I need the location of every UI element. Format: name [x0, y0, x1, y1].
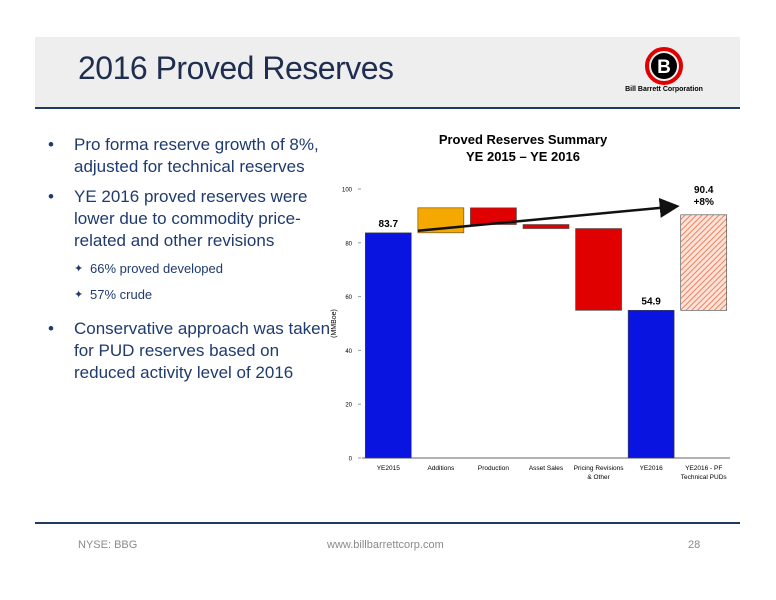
chart-title-line-2: YE 2015 – YE 2016 — [466, 149, 580, 164]
bar-pro_forma — [680, 214, 728, 311]
y-tick-label: 100 — [342, 188, 353, 194]
data-label-growth: +8% — [694, 197, 714, 208]
y-axis-label: (MMBoe) — [331, 309, 338, 338]
data-label: 54.9 — [641, 296, 661, 307]
bar-total — [364, 232, 412, 459]
y-tick-label: 60 — [345, 295, 352, 301]
x-tick-label: YE2015 — [377, 465, 401, 472]
bullet-text: Pro forma reserve growth of 8%, adjusted… — [74, 135, 319, 176]
bar-decrease — [522, 224, 570, 229]
header-band — [35, 37, 740, 107]
footer-ticker: NYSE: BBG — [78, 539, 138, 551]
footer-rule — [35, 522, 740, 524]
y-tick-label: 40 — [345, 349, 352, 355]
sub-bullet-item: ✦ 66% proved developed — [48, 260, 338, 278]
x-tick-label: YE2016 — [640, 465, 664, 472]
bullet-list: • Pro forma reserve growth of 8%, adjust… — [48, 134, 338, 392]
y-tick-label: 80 — [345, 241, 352, 247]
bullet-dot-icon: • — [48, 187, 54, 206]
footer-url: www.billbarrettcorp.com — [327, 539, 444, 551]
chart-title-line-1: Proved Reserves Summary — [439, 132, 608, 147]
sub-bullet-star-icon: ✦ — [74, 289, 84, 301]
sub-bullet-text: 66% proved developed — [90, 261, 223, 276]
x-tick-label: Technical PUDs — [681, 474, 728, 481]
bar-total — [627, 310, 675, 459]
x-tick-label: YE2016 - PF — [685, 465, 722, 472]
x-tick-label: Production — [478, 465, 509, 472]
bullet-text: Conservative approach was taken for PUD … — [74, 319, 331, 382]
bullet-item: • Conservative approach was taken for PU… — [48, 318, 338, 384]
footer-page-number: 28 — [688, 539, 701, 551]
sub-bullet-text: 57% crude — [90, 287, 153, 302]
header-rule — [35, 107, 740, 109]
data-label: 90.4 — [694, 185, 714, 196]
growth-arrow — [417, 197, 680, 232]
company-logo: B Bill Barrett Corporation — [610, 46, 718, 98]
x-tick-label: Pricing Revisions — [574, 465, 625, 472]
chart-labels: YE2015 Additions Production Asset Sales Pric… — [377, 185, 728, 481]
sub-bullet-star-icon: ✦ — [74, 263, 84, 275]
bullet-item: • YE 2016 proved reserves were lower due… — [48, 186, 338, 252]
x-tick-label: Asset Sales — [529, 465, 564, 472]
bullet-text: YE 2016 proved reserves were lower due t… — [74, 187, 308, 250]
logo-company-name: Bill Barrett Corporation — [625, 86, 703, 93]
y-tick-label: 0 — [349, 457, 353, 463]
bullet-dot-icon: • — [48, 319, 54, 338]
page-title: 2016 Proved Reserves — [78, 50, 394, 86]
x-tick-label: Additions — [427, 465, 454, 472]
bar-decrease — [575, 228, 622, 311]
bullet-dot-icon: • — [48, 135, 54, 154]
logo-letter: B — [657, 57, 671, 78]
x-tick-label: & Other — [587, 474, 610, 481]
bullet-item: • Pro forma reserve growth of 8%, adjust… — [48, 134, 338, 178]
y-tick-label: 20 — [345, 403, 352, 409]
chart-bars — [364, 207, 728, 459]
logo-mark: B — [645, 47, 683, 85]
data-label: 83.7 — [379, 219, 399, 230]
sub-bullet-item: ✦ 57% crude — [48, 286, 338, 304]
